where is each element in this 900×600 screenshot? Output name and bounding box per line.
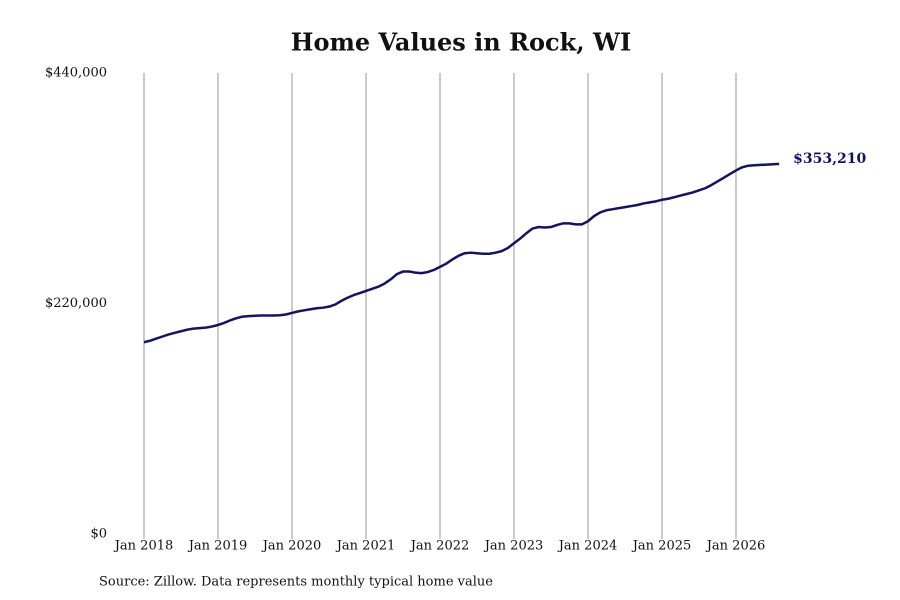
x-tick-label: Jan 2024: [557, 539, 618, 554]
x-tick-label: Jan 2022: [409, 539, 470, 554]
chart-title: Home Values in Rock, WI: [291, 28, 631, 57]
y-tick-label: $440,000: [45, 66, 107, 81]
x-tick-label: Jan 2025: [631, 539, 692, 554]
x-tick-label: Jan 2026: [705, 539, 766, 554]
x-tick-label: Jan 2023: [483, 539, 544, 554]
y-tick-label: $220,000: [45, 296, 107, 311]
x-tick-label: Jan 2020: [261, 539, 322, 554]
x-tick-label: Jan 2019: [187, 539, 248, 554]
value-label: $353,210: [793, 151, 866, 167]
line: [143, 162, 780, 344]
x-tick-label: Jan 2021: [335, 539, 396, 554]
x-tick-label: Jan 2018: [113, 539, 174, 554]
y-tick-label: $0: [90, 527, 107, 542]
source-note: Source: Zillow. Data represents monthly …: [99, 575, 493, 590]
